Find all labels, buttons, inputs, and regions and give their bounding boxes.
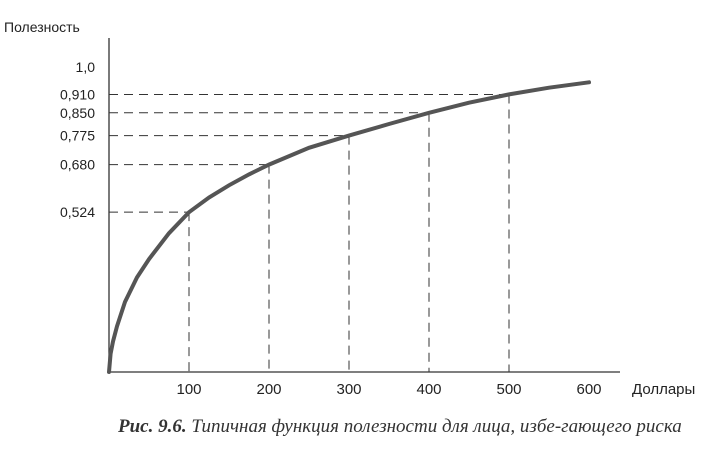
x-axis-label: Доллары bbox=[632, 381, 695, 398]
x-tick-label: 500 bbox=[496, 381, 521, 398]
y-tick-label: 0,524 bbox=[60, 204, 95, 220]
x-tick-label: 600 bbox=[576, 381, 601, 398]
x-tick-label: 200 bbox=[256, 381, 281, 398]
utility-curve bbox=[107, 80, 591, 374]
caption-prefix: Рис. 9.6. bbox=[118, 416, 187, 437]
y-axis-label: Полезность bbox=[4, 19, 80, 35]
y-tick-label: 0,850 bbox=[60, 105, 95, 121]
figure-caption: Рис. 9.6. Типичная функция полезности дл… bbox=[118, 414, 708, 440]
utility-chart: Полезность Доллары 1,0 0,910 0,850 0,775 0,6… bbox=[4, 19, 695, 398]
x-tick-label: 300 bbox=[336, 381, 361, 398]
y-tick-label: 0,910 bbox=[60, 86, 95, 102]
x-tick-label: 100 bbox=[176, 381, 201, 398]
x-tick-label: 400 bbox=[416, 381, 441, 398]
y-tick-label: 0,775 bbox=[60, 128, 95, 144]
y-tick-label: 0,680 bbox=[60, 157, 95, 173]
caption-text: Типичная функция полезности для лица, из… bbox=[186, 416, 682, 437]
y-tick-label: 1,0 bbox=[76, 59, 96, 75]
